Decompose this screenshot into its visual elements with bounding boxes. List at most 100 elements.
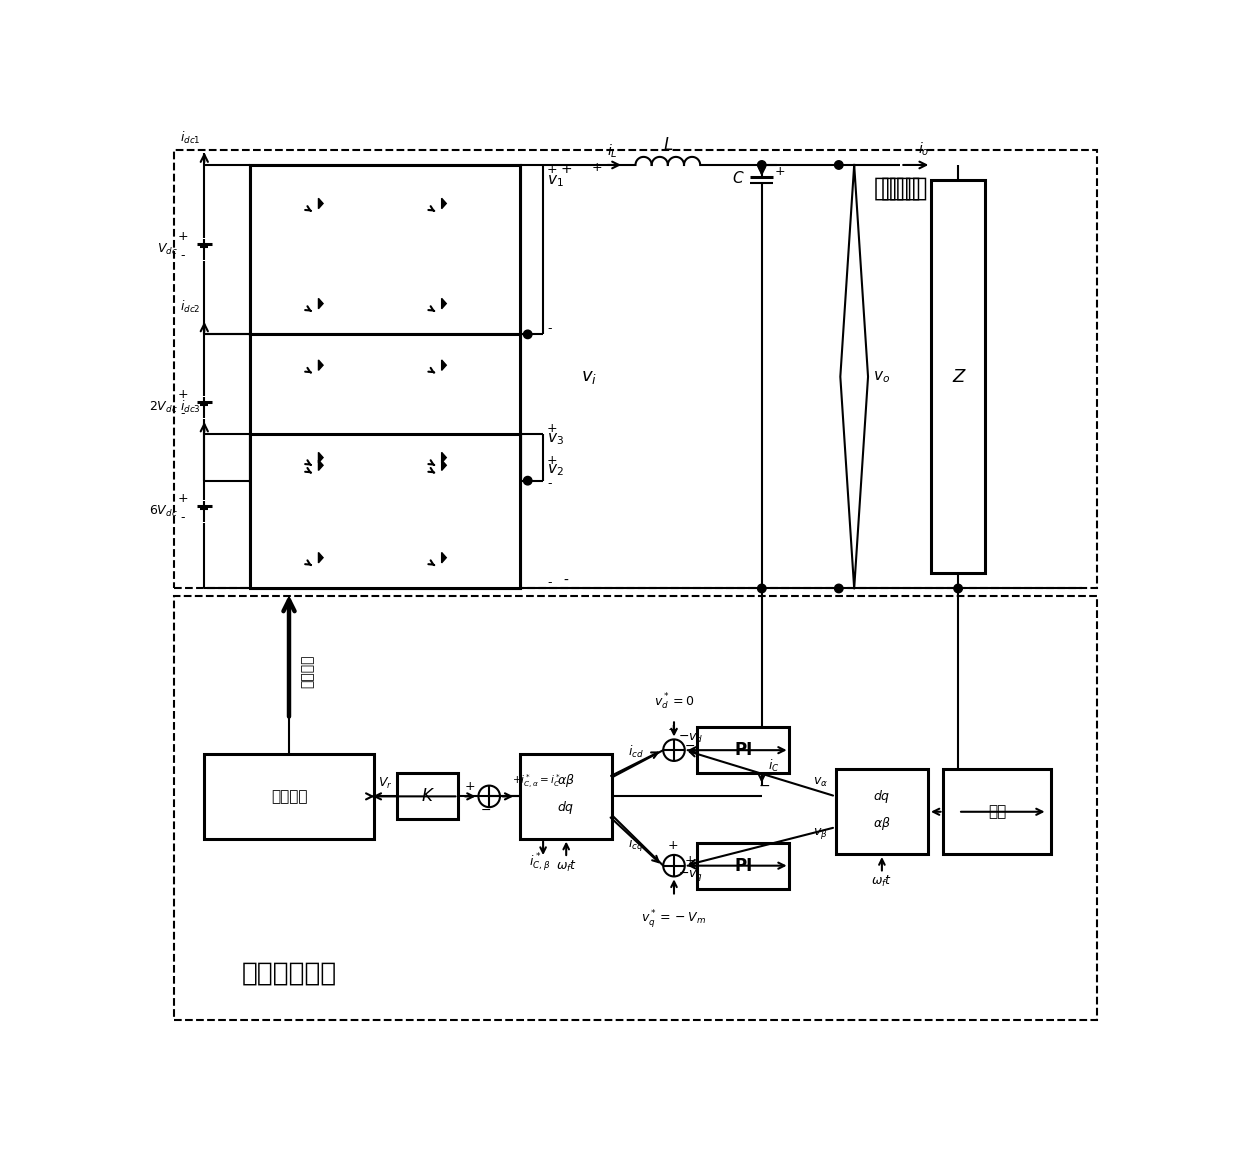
Circle shape (835, 584, 843, 593)
Text: 驱动信号: 驱动信号 (300, 655, 315, 688)
Text: $+$: $+$ (683, 854, 696, 868)
Text: $S_{1,1}$: $S_{1,1}$ (272, 192, 293, 207)
Text: $+$: $+$ (667, 839, 678, 851)
Text: $\alpha\beta$: $\alpha\beta$ (873, 815, 890, 832)
Text: $+i^*_{C,\alpha}=i^*_C$: $+i^*_{C,\alpha}=i^*_C$ (512, 772, 560, 791)
Bar (250, 435, 520, 588)
Text: +: + (547, 163, 558, 176)
Text: $S_{2,2}$: $S_{2,2}$ (396, 354, 417, 369)
Text: -: - (181, 511, 185, 523)
Polygon shape (441, 198, 446, 208)
Text: $-$: $-$ (480, 804, 491, 816)
Text: $v_o$: $v_o$ (873, 369, 890, 385)
Bar (250, 435, 520, 588)
Text: $v_3$: $v_3$ (547, 431, 564, 447)
Bar (520, 754, 613, 839)
Text: $S_{2,3}$: $S_{2,3}$ (396, 447, 417, 462)
Text: $2V_{dc}$: $2V_{dc}$ (149, 400, 177, 415)
Text: $-v_q$: $-v_q$ (678, 869, 703, 884)
Text: $i_{dc2}$: $i_{dc2}$ (180, 299, 201, 315)
Text: $i_C$: $i_C$ (768, 757, 780, 773)
Text: L: L (663, 136, 672, 154)
Text: Cell3: Cell3 (360, 494, 410, 513)
Circle shape (835, 160, 843, 169)
Text: Z: Z (952, 368, 965, 386)
Bar (250, 335, 520, 480)
Text: 延时: 延时 (988, 805, 1007, 819)
Text: +: + (547, 422, 558, 435)
Text: Cell1: Cell1 (360, 241, 410, 258)
Text: $\omega_f t$: $\omega_f t$ (556, 858, 577, 873)
Text: 主电路: 主电路 (873, 176, 921, 201)
Text: $i^*_{C,\beta}$: $i^*_{C,\beta}$ (528, 851, 551, 873)
Polygon shape (441, 361, 446, 370)
Text: 数字控制系统: 数字控制系统 (242, 961, 336, 986)
Bar (836, 770, 928, 854)
Text: $-$: $-$ (758, 778, 770, 792)
Text: $v_i$: $v_i$ (582, 368, 598, 386)
Text: PI: PI (734, 741, 753, 759)
Polygon shape (319, 452, 324, 463)
Polygon shape (319, 461, 324, 471)
Text: $i_o$: $i_o$ (918, 141, 929, 158)
Text: $+$: $+$ (464, 780, 476, 793)
Text: $v^*_d=0$: $v^*_d=0$ (653, 692, 694, 712)
Polygon shape (319, 361, 324, 370)
Text: -: - (547, 576, 552, 590)
Text: $\omega_f t$: $\omega_f t$ (872, 873, 893, 889)
Text: $S_{3,1}$: $S_{3,1}$ (272, 454, 293, 469)
Bar (174, 150, 1097, 588)
Bar (931, 180, 985, 573)
Text: $i_{dc1}$: $i_{dc1}$ (180, 129, 201, 145)
Polygon shape (441, 299, 446, 308)
Bar (397, 773, 459, 820)
Text: +: + (775, 165, 785, 178)
Text: -: - (547, 477, 552, 490)
Text: $-$: $-$ (683, 739, 694, 751)
Polygon shape (319, 198, 324, 208)
Circle shape (523, 477, 532, 485)
Bar (250, 165, 520, 335)
Bar (205, 754, 373, 839)
Text: +: + (177, 230, 188, 243)
Circle shape (758, 160, 766, 169)
Bar (250, 335, 520, 480)
Text: $i_{cq}$: $i_{cq}$ (627, 836, 644, 855)
Bar (174, 597, 1097, 1020)
Text: +: + (547, 454, 558, 466)
Text: $S_{3,2}$: $S_{3,2}$ (396, 454, 417, 469)
Text: +: + (177, 388, 188, 401)
Text: PI: PI (734, 857, 753, 875)
Circle shape (523, 330, 532, 338)
Text: +: + (560, 162, 572, 176)
Text: $S_{1,4}$: $S_{1,4}$ (272, 292, 293, 307)
Text: $S_{2,1}$: $S_{2,1}$ (272, 354, 293, 369)
Bar (697, 842, 790, 889)
Text: $S_{1,3}$: $S_{1,3}$ (396, 292, 417, 307)
Text: $V_{dc}$: $V_{dc}$ (156, 242, 177, 257)
Text: 混合调制: 混合调制 (270, 789, 308, 804)
Text: C: C (732, 171, 743, 186)
Polygon shape (441, 452, 446, 463)
Text: $S_{2,4}$: $S_{2,4}$ (272, 447, 293, 462)
Text: $-v_d$: $-v_d$ (678, 732, 703, 745)
Text: $+$: $+$ (667, 723, 678, 736)
Text: $v^*_q=-V_m$: $v^*_q=-V_m$ (641, 908, 707, 930)
Text: +: + (177, 492, 188, 505)
Text: $i_{cd}$: $i_{cd}$ (627, 744, 644, 761)
Text: $dq$: $dq$ (873, 787, 890, 805)
Text: -: - (181, 249, 185, 262)
Polygon shape (441, 552, 446, 563)
Text: Cell2: Cell2 (360, 399, 410, 416)
Text: $\alpha\beta$: $\alpha\beta$ (557, 772, 575, 790)
Text: $v_2$: $v_2$ (547, 462, 564, 478)
Text: 主电路: 主电路 (882, 176, 929, 201)
Text: $K$: $K$ (420, 787, 434, 805)
Text: $v_\alpha$: $v_\alpha$ (813, 776, 828, 789)
Text: $i_{dc3}$: $i_{dc3}$ (180, 399, 201, 415)
Text: $v_\beta$: $v_\beta$ (813, 826, 828, 841)
Text: $S_{3,4}$: $S_{3,4}$ (272, 547, 293, 562)
Polygon shape (319, 552, 324, 563)
Text: $S_{1,2}$: $S_{1,2}$ (396, 192, 417, 207)
Text: +: + (591, 162, 603, 174)
